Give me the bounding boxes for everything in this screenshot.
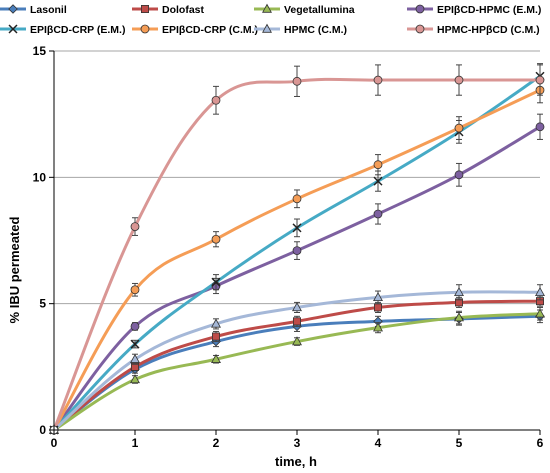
marker-stroke xyxy=(8,24,18,34)
data-point xyxy=(130,353,140,363)
x-tick-label: 3 xyxy=(294,436,301,450)
legend-item: EPIβCD-CRP (E.M.) xyxy=(0,24,125,36)
data-point xyxy=(292,302,302,312)
data-point xyxy=(373,75,383,85)
legend-label: Vegetallumina xyxy=(284,4,355,16)
legend-item: HPMC-HPβCD (C.M.) xyxy=(407,24,540,36)
legend-marker xyxy=(8,4,18,14)
legend-label: Dolofast xyxy=(162,4,205,16)
legend: Lasonil Dolofast Vegetallumina EPIβCD-HPMC … xyxy=(0,3,541,36)
legend-label: EPIβCD-CRP (C.M.) xyxy=(162,24,258,36)
data-point xyxy=(130,222,140,232)
legend-marker xyxy=(415,4,425,14)
data-point xyxy=(130,374,140,384)
data-point xyxy=(454,170,464,180)
data-point xyxy=(535,122,545,132)
y-tick-label: 15 xyxy=(33,44,47,58)
y-tick-label: 0 xyxy=(39,423,46,437)
legend-label: EPIβCD-CRP (E.M.) xyxy=(30,24,125,36)
legend-label: HPMC (C.M.) xyxy=(284,24,347,36)
legend-item: EPIβCD-HPMC (E.M.) xyxy=(407,4,541,16)
series-line xyxy=(52,88,541,431)
data-point xyxy=(292,246,302,256)
data-point xyxy=(454,286,464,296)
x-axis-title: time, h xyxy=(275,454,317,469)
marker-stroke xyxy=(292,223,302,233)
data-point xyxy=(292,76,302,86)
data-point xyxy=(211,277,221,287)
y-tick-label: 5 xyxy=(39,297,46,311)
legend-item: Lasonil xyxy=(0,4,67,16)
data-point xyxy=(130,339,140,349)
x-tick-label: 6 xyxy=(537,436,544,450)
x-tick-label: 0 xyxy=(51,436,58,450)
data-point xyxy=(373,303,382,312)
data-point xyxy=(454,312,464,322)
data-point xyxy=(373,322,383,332)
data-point xyxy=(535,308,545,318)
legend-marker xyxy=(415,24,425,34)
legend-item: HPMC (C.M.) xyxy=(254,23,347,36)
y-tick-label: 10 xyxy=(33,170,47,184)
data-point xyxy=(454,123,464,133)
x-tick-label: 1 xyxy=(132,436,139,450)
data-point xyxy=(373,176,383,186)
legend-marker xyxy=(262,23,272,33)
data-point xyxy=(130,285,140,295)
legend-label: EPIβCD-HPMC (E.M.) xyxy=(437,4,541,16)
series-line xyxy=(52,77,540,431)
legend-marker xyxy=(8,24,18,34)
data-point xyxy=(211,234,221,244)
data-point xyxy=(535,286,545,296)
data-point xyxy=(373,292,383,302)
x-tick-label: 2 xyxy=(213,436,220,450)
data-point xyxy=(211,332,220,341)
legend-marker xyxy=(262,3,272,13)
data-point xyxy=(292,223,302,233)
legend-marker xyxy=(140,5,149,13)
data-point xyxy=(130,322,140,331)
data-point xyxy=(535,75,545,85)
x-tick-label: 4 xyxy=(375,436,382,450)
legend-item: EPIβCD-CRP (C.M.) xyxy=(132,24,258,36)
legend-label: HPMC-HPβCD (C.M.) xyxy=(437,24,540,36)
x-tick-label: 5 xyxy=(456,436,463,450)
data-point xyxy=(211,353,221,363)
marker-stroke xyxy=(373,176,383,186)
data-point xyxy=(292,194,302,204)
legend-item: Dolofast xyxy=(132,4,205,16)
marker-stroke xyxy=(211,277,221,287)
legend-item: Vegetallumina xyxy=(254,3,355,16)
data-point xyxy=(211,95,221,105)
data-point xyxy=(373,209,383,219)
data-point xyxy=(211,318,221,328)
legend-marker xyxy=(140,24,150,34)
legend-label: Lasonil xyxy=(30,4,67,16)
axes: 0 5 10 15 0 1 2 3 4 5 6 xyxy=(33,44,544,450)
data-point xyxy=(373,160,383,170)
data-point xyxy=(292,336,302,346)
marker-stroke xyxy=(130,339,140,349)
data-point xyxy=(454,75,464,85)
y-axis-title: % IBU permeated xyxy=(7,216,22,323)
data-point xyxy=(292,317,301,326)
